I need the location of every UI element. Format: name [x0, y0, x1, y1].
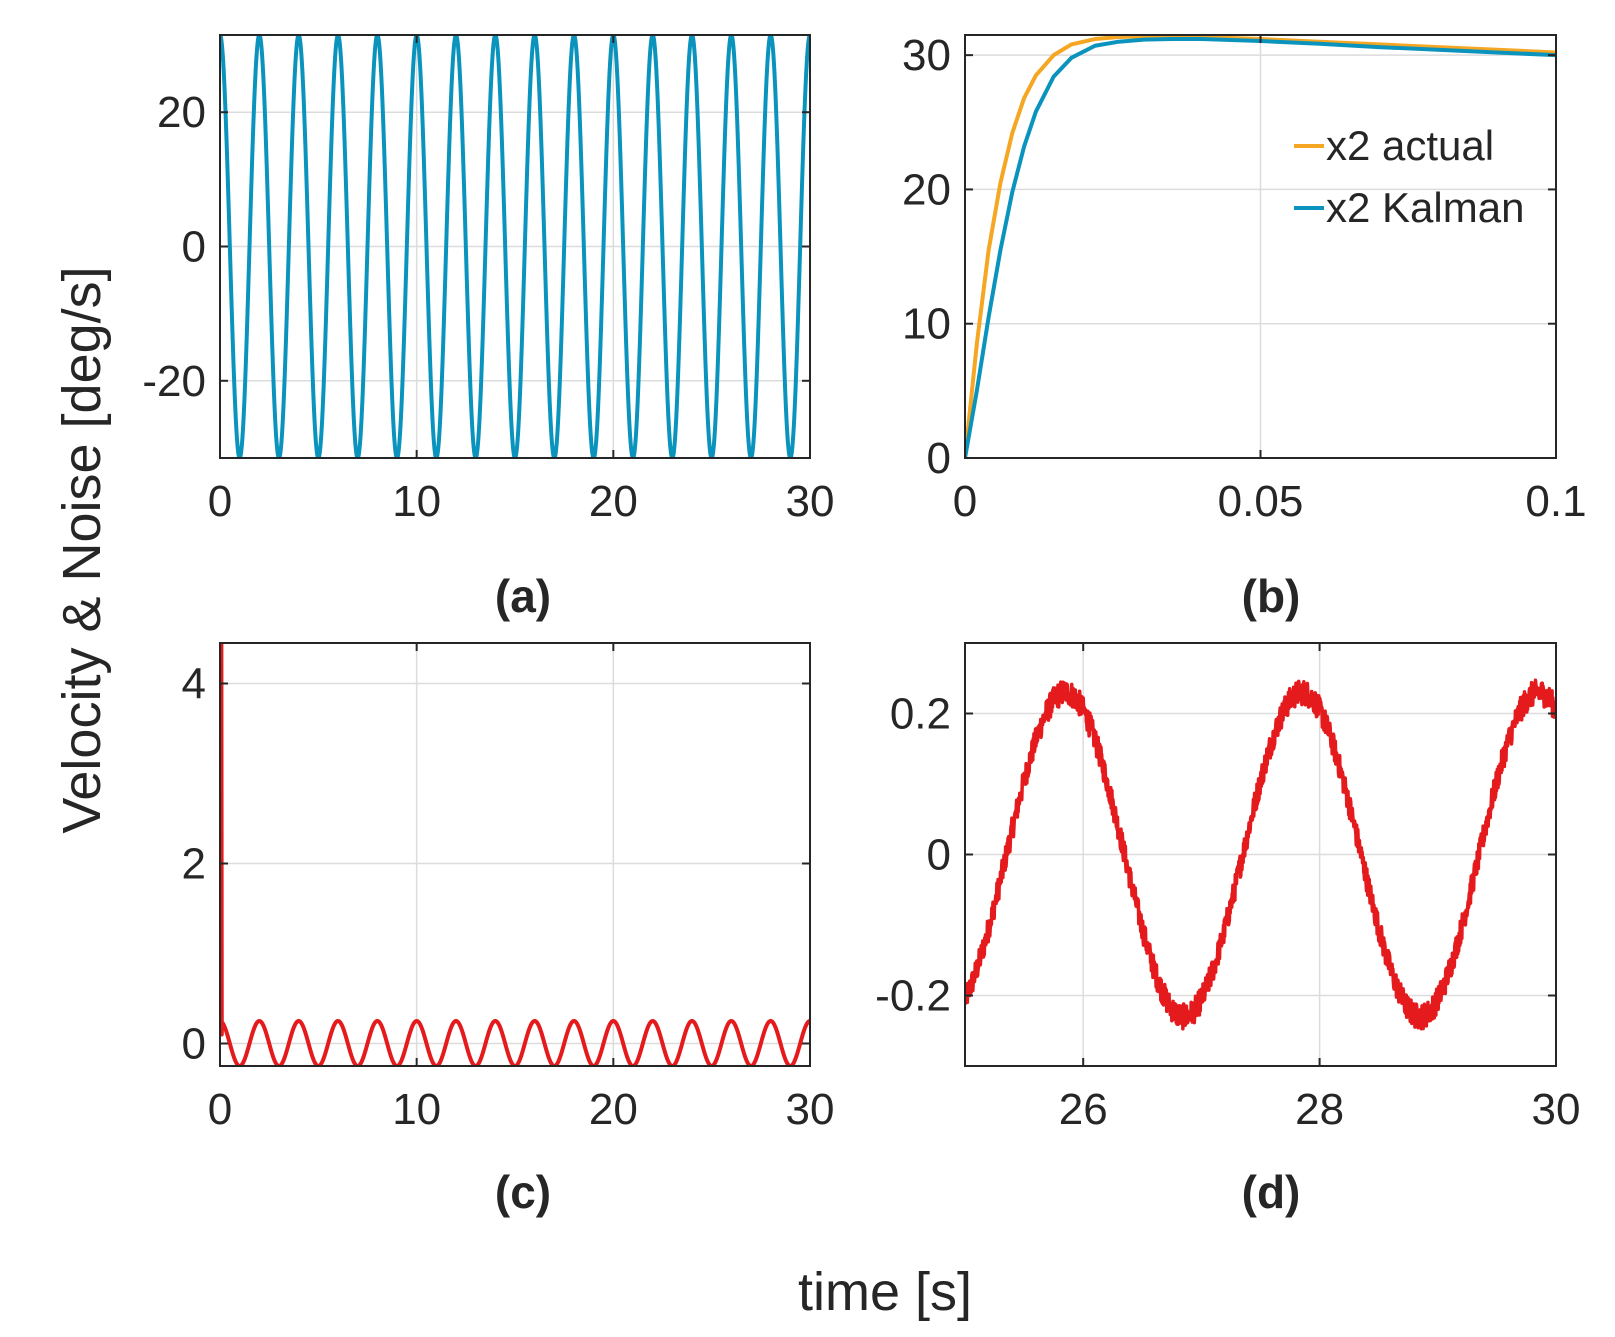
y-tick-label: 20: [902, 165, 951, 214]
y-tick-label: 30: [902, 31, 951, 80]
y-tick-label: 0: [927, 434, 951, 483]
y-tick-label: 0: [927, 831, 951, 880]
panel-label-c: (c): [495, 1166, 551, 1218]
y-tick-label: 10: [902, 300, 951, 349]
x-tick-label: 20: [589, 477, 638, 526]
x-tick-label: 0: [208, 477, 232, 526]
y-tick-label: 0.2: [890, 690, 951, 739]
x-tick-label: 10: [392, 477, 441, 526]
series-line-x2-kalman: [965, 37, 1556, 458]
y-tick-label: 2: [182, 840, 206, 889]
x-tick-label: 0.1: [1525, 477, 1586, 526]
series-line-x2-actual: [965, 35, 1556, 458]
x-tick-label: 0: [953, 477, 977, 526]
x-tick-label: 10: [392, 1085, 441, 1134]
panel-label-b: (b): [1242, 570, 1301, 622]
panel-b: 0 0.05 0.1 0 10 20 30 x2 actual x2 Kalman: [902, 31, 1587, 526]
x-tick-label: 30: [786, 1085, 835, 1134]
panel-c: 0 10 20 30 0 2 4: [182, 642, 835, 1134]
y-tick-label: 20: [157, 88, 206, 137]
y-tick-label: 4: [182, 660, 206, 709]
x-tick-label: 30: [1532, 1085, 1581, 1134]
panel-a: 0 10 20 30 -20 0 20: [142, 34, 835, 526]
x-tick-label: 30: [786, 477, 835, 526]
panel-label-a: (a): [495, 570, 551, 622]
x-tick-label: 26: [1059, 1085, 1108, 1134]
axes-box: [219, 642, 811, 1067]
x-tick-label: 20: [589, 1085, 638, 1134]
x-axis-title: time [s]: [798, 1262, 972, 1322]
legend-label: x2 Kalman: [1326, 184, 1524, 231]
x-tick-label: 28: [1295, 1085, 1344, 1134]
panel-label-d: (d): [1242, 1166, 1301, 1218]
series-line-noise-zoom: [965, 678, 1556, 1031]
x-tick-label: 0: [208, 1085, 232, 1134]
legend-label: x2 actual: [1326, 122, 1494, 169]
panel-d: 26 28 30 -0.2 0 0.2: [875, 642, 1581, 1134]
y-tick-label: 0: [182, 223, 206, 272]
y-tick-label: -20: [142, 357, 206, 406]
y-tick-label: -0.2: [875, 972, 951, 1021]
y-axis-title: Velocity & Noise [deg/s]: [52, 266, 112, 833]
y-tick-label: 0: [182, 1020, 206, 1069]
series-line-noise: [220, 643, 810, 1066]
x-tick-label: 0.05: [1218, 477, 1304, 526]
